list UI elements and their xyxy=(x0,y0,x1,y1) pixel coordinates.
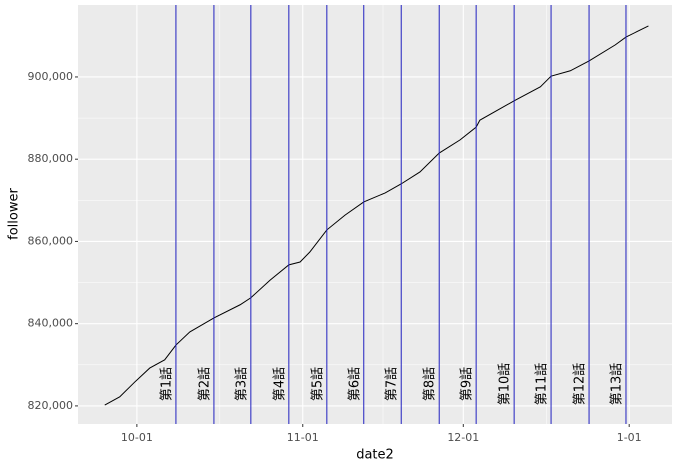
episode-label: 第12話 xyxy=(572,363,588,406)
episode-label: 第5話 xyxy=(309,367,325,401)
line xyxy=(104,25,649,406)
episode-label: 第6話 xyxy=(346,367,362,401)
x-tick-label: 10-01 xyxy=(121,431,153,444)
x-tick-label: 1-01 xyxy=(617,431,642,444)
y-tick-label: 900,000 xyxy=(28,70,74,83)
episode-label: 第7話 xyxy=(384,367,400,401)
y-axis-title: follower xyxy=(7,188,22,240)
episode-label: 第2話 xyxy=(196,367,212,401)
episode-label: 第10話 xyxy=(497,363,513,406)
episode-label: 第13話 xyxy=(608,363,624,406)
episode-label: 第1話 xyxy=(158,367,174,401)
y-tick-label: 820,000 xyxy=(28,399,74,412)
episode-label: 第4話 xyxy=(271,367,287,401)
x-axis-title: date2 xyxy=(356,448,394,463)
episode-label: 第9話 xyxy=(459,367,475,401)
x-tick-label: 11-01 xyxy=(287,431,319,444)
y-tick-label: 860,000 xyxy=(28,234,74,247)
episode-label: 第11話 xyxy=(534,363,550,406)
y-tick-label: 840,000 xyxy=(28,317,74,330)
y-tick-label: 880,000 xyxy=(28,152,74,165)
episode-label: 第8話 xyxy=(422,367,438,401)
x-tick-label: 12-01 xyxy=(447,431,479,444)
episode-label: 第3話 xyxy=(233,367,249,401)
panel xyxy=(78,5,672,424)
